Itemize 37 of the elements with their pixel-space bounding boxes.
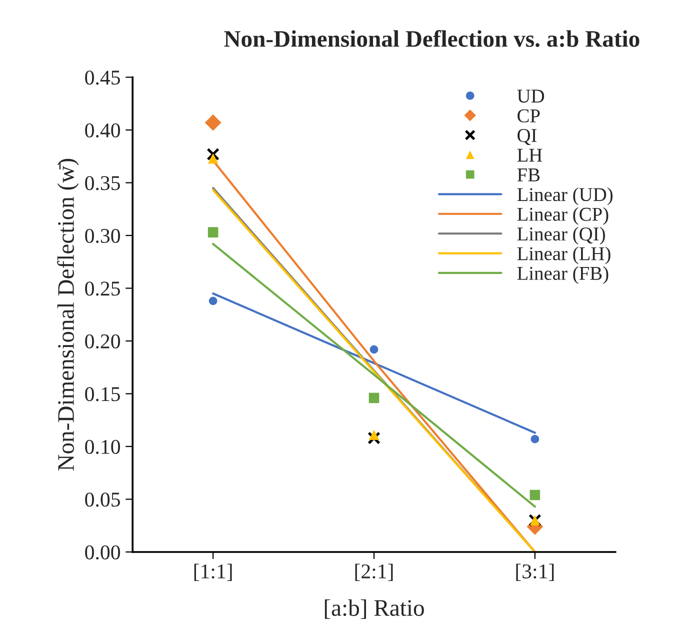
point (368, 430, 380, 440)
x-tick-label: [2:1] (355, 564, 393, 582)
legend-label: QI (518, 129, 537, 146)
legend-label: Linear (QI) (517, 226, 605, 245)
y-tick-label: 0.10 (85, 440, 120, 454)
legend-label: UD (517, 90, 544, 103)
point (204, 114, 222, 131)
y-tick-label: 0.15 (85, 387, 120, 402)
legend-label: Linear (CP) (517, 207, 608, 225)
y-tick-label: 0.30 (85, 228, 120, 243)
point (208, 153, 218, 164)
legend-label: LH (517, 148, 542, 162)
legend-label: Linear (LH) (517, 246, 610, 264)
legend-label: FB (517, 168, 540, 182)
y-tick-label: 0.00 (85, 545, 120, 560)
point (368, 392, 380, 404)
point (530, 490, 540, 500)
y-tick-label: 0.20 (85, 334, 120, 348)
x-tick-label: [3:1] (516, 564, 554, 582)
y-tick-label: 0.25 (85, 282, 120, 296)
x-tick-label: [1:1] (194, 564, 232, 582)
y-tick-label: 0.40 (85, 123, 120, 138)
x-axis-title: [a:b] Ratio (324, 599, 424, 619)
legend-label: CP (518, 109, 540, 122)
y-tick-label: 0.35 (85, 176, 120, 190)
point (530, 434, 540, 444)
chart-title: Non-Dimensional Deflection vs. a:b Ratio (224, 30, 640, 48)
point (368, 432, 380, 444)
point (206, 148, 220, 161)
y-axis-title: Non-Dimensional Deflection (w̄) (57, 158, 79, 471)
point (208, 296, 218, 306)
legend-label: Linear (FB) (517, 266, 608, 284)
y-tick-label: 0.05 (85, 492, 120, 507)
legend-label: Linear (UD) (517, 187, 613, 206)
point (208, 227, 218, 238)
point (370, 345, 378, 354)
y-tick-label: 0.45 (85, 70, 120, 85)
